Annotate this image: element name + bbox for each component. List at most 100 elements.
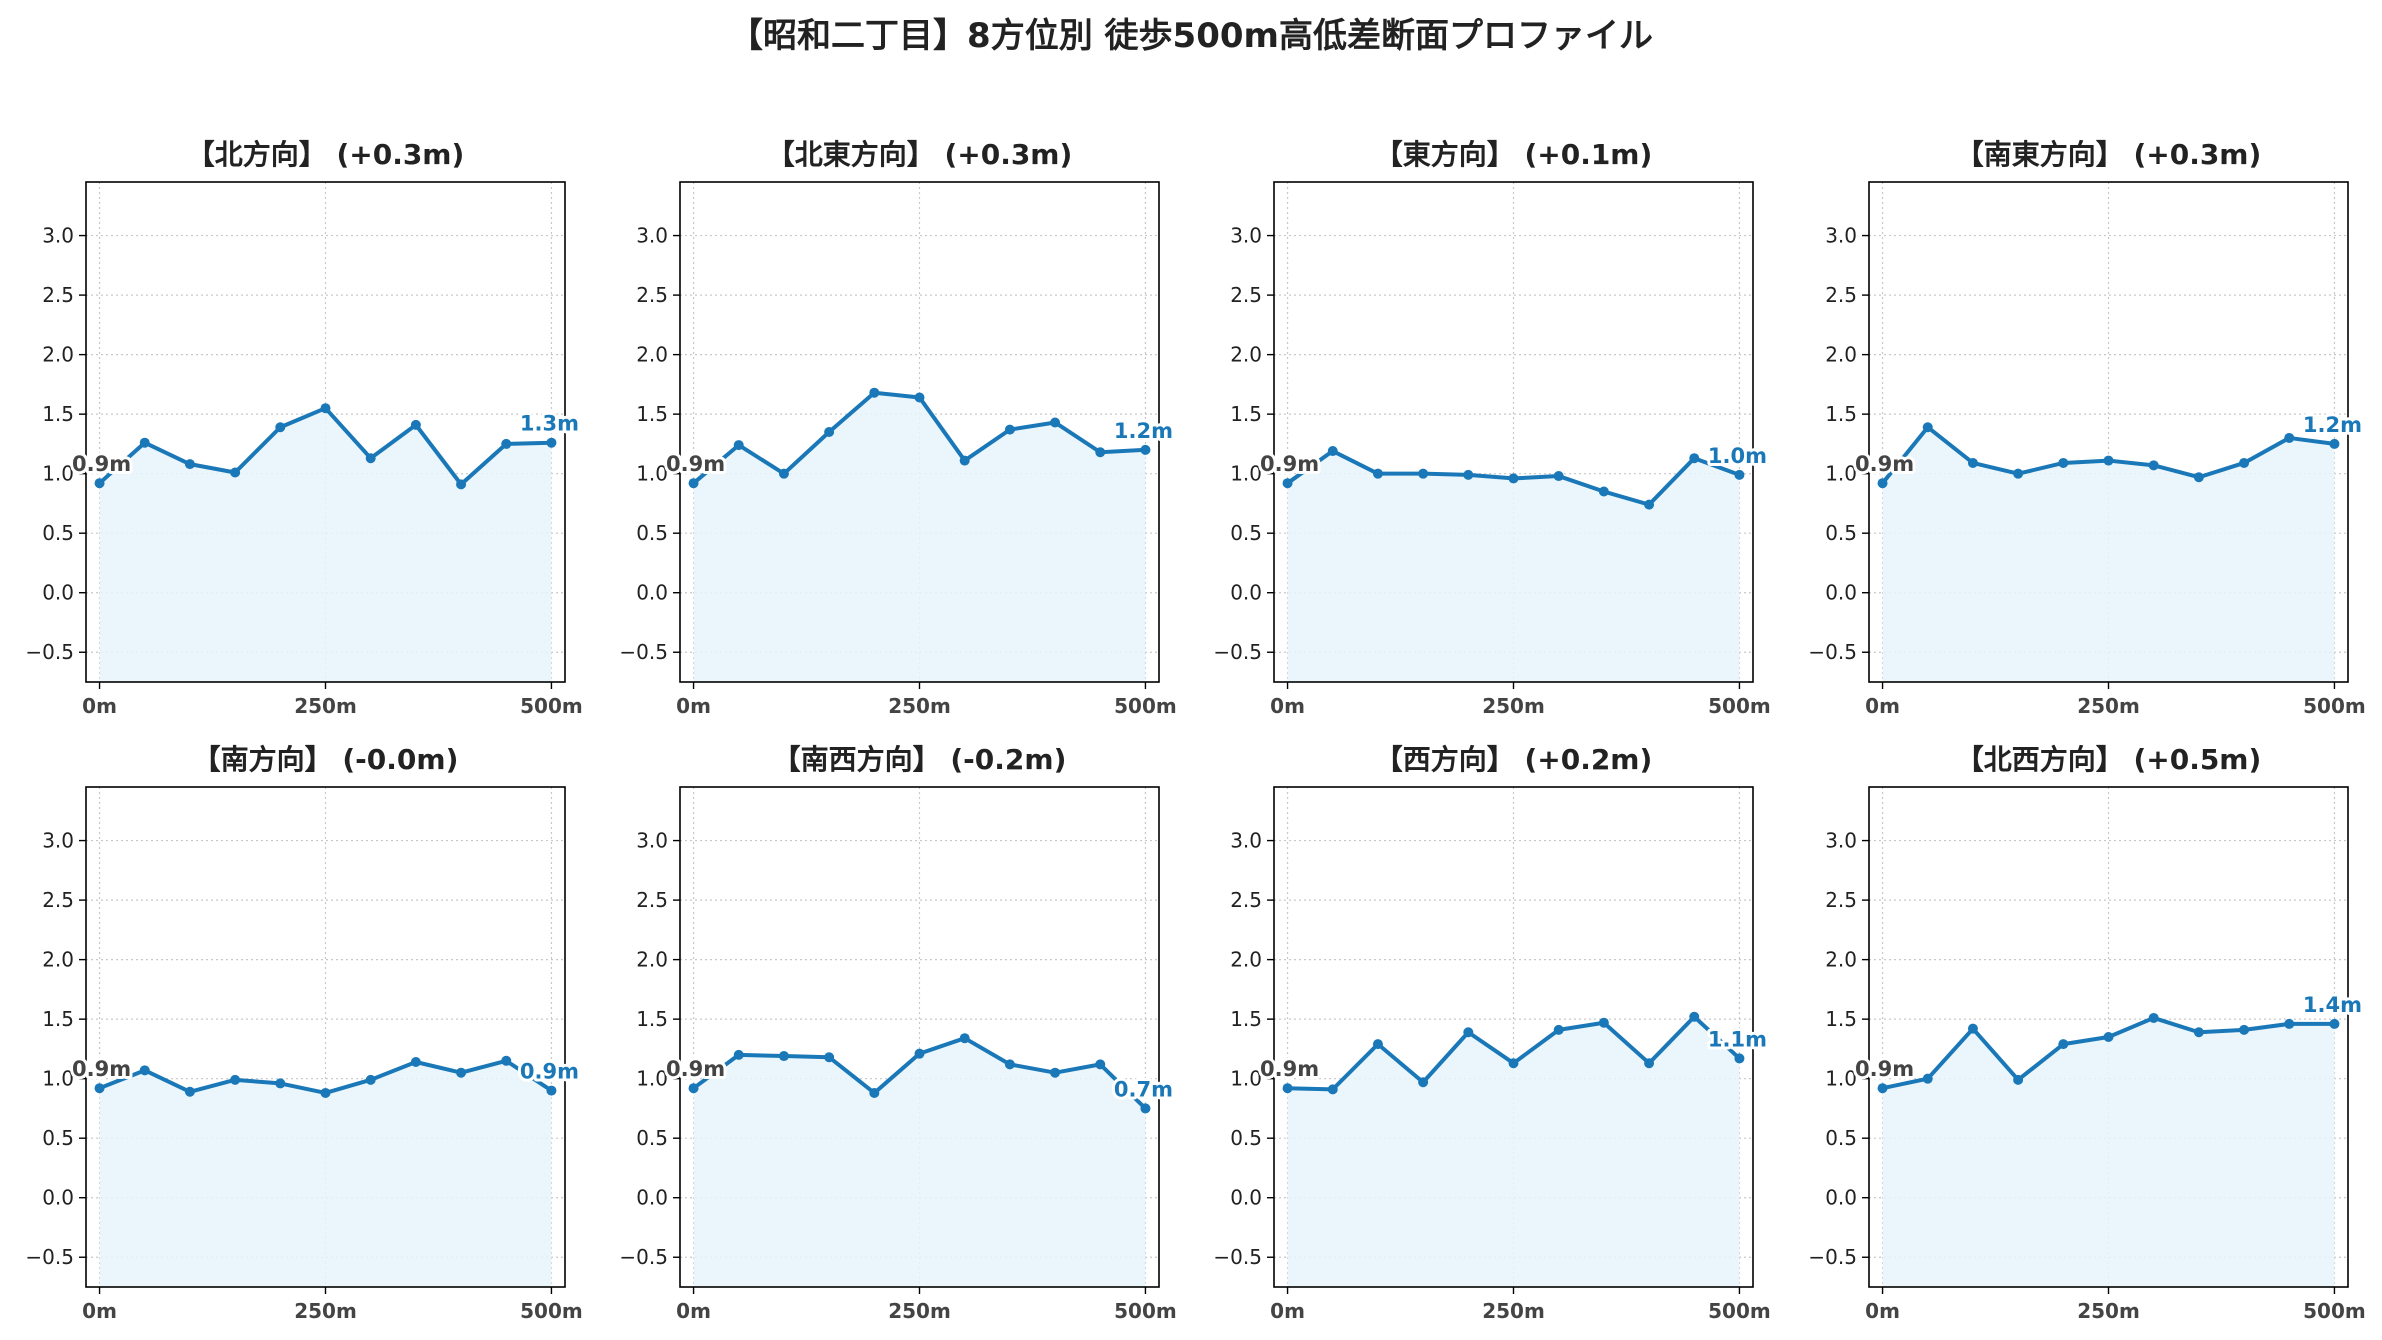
data-point <box>320 403 331 414</box>
x-tick-label: 0m <box>82 694 117 718</box>
data-point <box>914 1048 925 1059</box>
x-tick-label: 500m <box>1708 694 1771 718</box>
y-tick-label: 3.0 <box>1230 829 1262 853</box>
x-tick-label: 0m <box>1270 1299 1305 1323</box>
data-point <box>869 387 880 398</box>
panel-title: 【北西方向】 (+0.5m) <box>1956 743 2262 776</box>
data-point <box>1327 446 1338 457</box>
chart-panel: −0.5 0.0 0.5 1.0 1.5 2.0 2.5 3.0 0m 250m 500m 【東方向】… <box>1213 138 1770 718</box>
end-label: 1.0m <box>1708 444 1767 468</box>
y-tick-label: 0.0 <box>42 1186 74 1210</box>
y-tick-label: 0.0 <box>1230 581 1262 605</box>
data-point <box>1967 457 1978 468</box>
y-tick-label: 1.5 <box>1230 402 1262 426</box>
y-tick-label: 2.5 <box>1825 283 1857 307</box>
y-tick-label: 1.0 <box>42 462 74 486</box>
data-point <box>959 455 970 466</box>
y-tick-label: −0.5 <box>1808 1245 1857 1269</box>
data-point <box>2148 460 2159 471</box>
data-point <box>959 1033 970 1044</box>
y-tick-label: −0.5 <box>1808 640 1857 664</box>
x-tick-label: 250m <box>294 694 357 718</box>
data-point <box>1050 1067 1061 1078</box>
y-tick-label: 0.5 <box>1825 1126 1857 1150</box>
y-tick-label: −0.5 <box>1213 1245 1262 1269</box>
data-point <box>1095 447 1106 458</box>
x-tick-label: 500m <box>520 694 583 718</box>
data-point <box>2013 468 2024 479</box>
data-point <box>2103 455 2114 466</box>
x-tick-label: 250m <box>888 694 951 718</box>
data-point <box>2239 457 2250 468</box>
x-tick-label: 500m <box>1708 1299 1771 1323</box>
y-tick-label: 0.0 <box>42 581 74 605</box>
panel-title: 【南東方向】 (+0.3m) <box>1956 138 2262 171</box>
data-point <box>456 1067 467 1078</box>
y-tick-label: 0.5 <box>42 1126 74 1150</box>
x-tick-label: 0m <box>676 1299 711 1323</box>
data-point <box>778 468 789 479</box>
y-tick-label: 0.5 <box>1230 521 1262 545</box>
x-tick-label: 250m <box>1482 1299 1545 1323</box>
y-tick-label: 1.0 <box>636 462 668 486</box>
y-tick-label: 2.5 <box>636 283 668 307</box>
y-tick-label: 2.5 <box>42 888 74 912</box>
y-tick-label: 2.0 <box>42 343 74 367</box>
data-point <box>1734 469 1745 480</box>
area-fill <box>1287 451 1740 682</box>
y-tick-label: 1.0 <box>1825 1067 1857 1091</box>
data-point <box>2193 472 2204 483</box>
panel-title: 【南方向】 (-0.0m) <box>193 743 459 776</box>
data-point <box>546 437 557 448</box>
data-point <box>1372 468 1383 479</box>
figure-title: 【昭和二丁目】8方位別 徒歩500m高低差断面プロファイル <box>729 16 1653 56</box>
data-point <box>320 1087 331 1098</box>
chart-panel: −0.5 0.0 0.5 1.0 1.5 2.0 2.5 3.0 0m 250m 500m 【西方向】… <box>1213 743 1770 1323</box>
data-point <box>1967 1023 1978 1034</box>
y-tick-label: 1.0 <box>1230 462 1262 486</box>
data-point <box>2329 1018 2340 1029</box>
y-tick-label: 0.5 <box>42 521 74 545</box>
data-point <box>2193 1027 2204 1038</box>
area-fill <box>1882 427 2335 682</box>
data-point <box>778 1051 789 1062</box>
y-tick-label: 1.0 <box>636 1067 668 1091</box>
data-point <box>733 1049 744 1060</box>
y-tick-label: 0.5 <box>636 1126 668 1150</box>
panel-title: 【北東方向】 (+0.3m) <box>767 138 1073 171</box>
y-tick-label: −0.5 <box>25 640 74 664</box>
data-point <box>184 459 195 470</box>
chart-panel: −0.5 0.0 0.5 1.0 1.5 2.0 2.5 3.0 0m 250m 500m 【南方向】… <box>25 743 582 1323</box>
data-point <box>501 1055 512 1066</box>
data-point <box>1877 478 1888 489</box>
area-fill <box>99 1060 552 1287</box>
area-fill <box>1287 1016 1740 1287</box>
data-point <box>688 1083 699 1094</box>
y-tick-label: 1.5 <box>1825 1007 1857 1031</box>
y-tick-label: 1.5 <box>42 402 74 426</box>
y-tick-label: 3.0 <box>1825 829 1857 853</box>
panel-title: 【東方向】 (+0.1m) <box>1375 138 1653 171</box>
data-point <box>1734 1053 1745 1064</box>
x-tick-label: 250m <box>888 1299 951 1323</box>
end-label: 0.7m <box>1114 1077 1173 1101</box>
y-tick-label: 2.5 <box>1230 283 1262 307</box>
panel-title: 【西方向】 (+0.2m) <box>1375 743 1653 776</box>
y-tick-label: 1.5 <box>42 1007 74 1031</box>
end-label: 1.2m <box>1114 419 1173 443</box>
x-tick-label: 250m <box>1482 694 1545 718</box>
data-point <box>824 427 835 437</box>
start-label: 0.9m <box>1855 452 1914 476</box>
start-label: 0.9m <box>666 452 725 476</box>
x-tick-label: 0m <box>1270 694 1305 718</box>
x-tick-label: 0m <box>1865 694 1900 718</box>
data-point <box>1508 1058 1519 1069</box>
data-point <box>139 1065 150 1076</box>
y-tick-label: 3.0 <box>42 224 74 248</box>
y-tick-label: −0.5 <box>619 1245 668 1269</box>
x-tick-label: 500m <box>1114 1299 1177 1323</box>
data-point <box>1140 444 1151 455</box>
data-point <box>2239 1024 2250 1035</box>
data-point <box>2058 457 2069 468</box>
y-tick-label: 3.0 <box>636 224 668 248</box>
